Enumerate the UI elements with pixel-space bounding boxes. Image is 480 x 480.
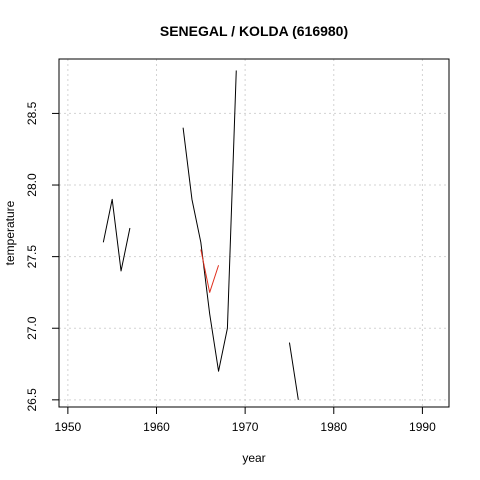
y-tick-label: 26.5 bbox=[25, 388, 39, 412]
series-2-line bbox=[200, 249, 220, 293]
series-1-line bbox=[288, 342, 299, 400]
chart-title: SENEGAL / KOLDA (616980) bbox=[160, 23, 348, 39]
y-tick-label: 28.5 bbox=[25, 101, 39, 125]
y-tick-label: 27.5 bbox=[25, 245, 39, 269]
x-axis-label: year bbox=[242, 451, 265, 465]
series-1-line bbox=[182, 70, 237, 372]
grid bbox=[59, 59, 449, 407]
series-layer bbox=[102, 70, 299, 400]
series-1-line bbox=[102, 198, 131, 272]
x-tick-label: 1950 bbox=[55, 420, 82, 434]
x-tick-label: 1970 bbox=[232, 420, 259, 434]
x-axis: 1950 1960 1970 1980 1990 bbox=[55, 406, 436, 434]
y-axis-label: temperature bbox=[3, 200, 17, 265]
x-tick-label: 1980 bbox=[320, 420, 347, 434]
y-tick-label: 27.0 bbox=[25, 316, 39, 340]
y-tick-label: 28.0 bbox=[25, 173, 39, 197]
x-tick-label: 1990 bbox=[409, 420, 436, 434]
y-axis: 26.5 27.0 27.5 28.0 28.5 bbox=[25, 101, 60, 412]
x-tick-label: 1960 bbox=[143, 420, 170, 434]
